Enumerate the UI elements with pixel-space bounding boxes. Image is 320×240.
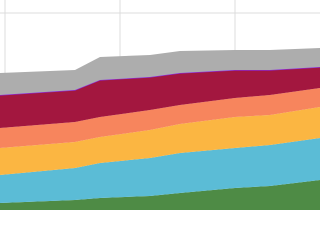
area (0, 88, 320, 148)
area (0, 48, 320, 95)
area (0, 138, 320, 203)
chart (0, 0, 320, 210)
area (0, 67, 320, 128)
area (0, 107, 320, 175)
page: (() => { const data = JSON.parse(documen… (0, 0, 320, 210)
